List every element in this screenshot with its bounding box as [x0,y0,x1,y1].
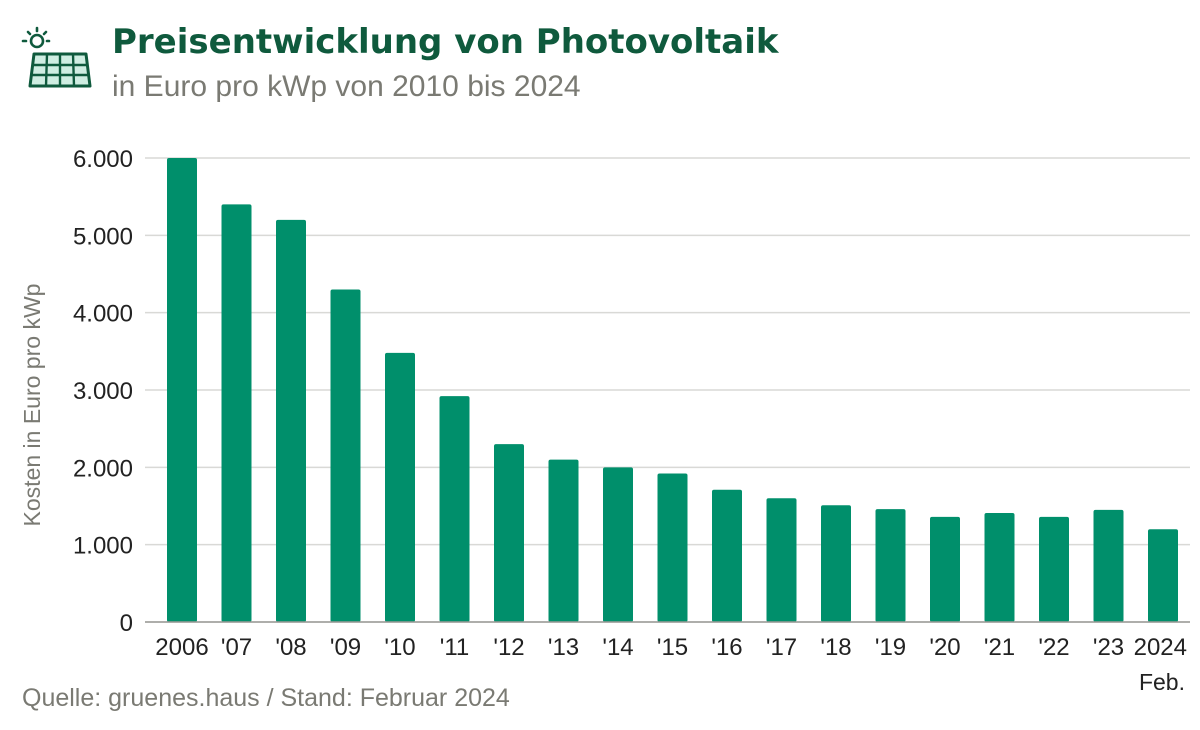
y-axis-label: Kosten in Euro pro kWp [19,284,45,527]
x-tick-label: '17 [766,634,797,661]
bar [276,219,306,622]
source-note: Quelle: gruenes.haus / Stand: Februar 20… [22,684,510,712]
x-tick-label: '14 [602,634,633,661]
bar [875,509,906,622]
bar [766,498,797,622]
x-tick-label: '11 [440,634,470,661]
bar [385,352,415,622]
bar [712,489,742,622]
bar [439,396,470,622]
chart-title: Preisentwicklung von Photovoltaik [112,22,779,62]
x-tick-label: '16 [711,634,742,661]
x-tick-label: '07 [221,634,252,661]
bar [657,473,688,622]
x-tick-label: '18 [820,634,851,661]
bar [330,289,361,622]
bar [221,204,252,622]
y-tick-label: 1.000 [73,533,133,560]
x-tick-label: '10 [384,634,415,661]
bar [494,444,524,622]
y-tick-label: 5.000 [73,223,133,250]
bar [1039,516,1069,622]
x-tick-note: Feb. [1139,669,1185,695]
x-tick-label: 2024 [1134,634,1187,661]
y-tick-label: 2.000 [73,455,133,482]
x-tick-label: '21 [984,634,1015,661]
x-tick-label: '19 [875,634,906,661]
bar [167,158,197,622]
y-tick-label: 4.000 [73,301,133,328]
bar [930,516,960,622]
x-tick-label: '09 [330,634,361,661]
solar-panel-icon [21,26,92,88]
x-tick-label: '08 [275,634,306,661]
y-tick-label: 3.000 [73,378,133,405]
bar [821,505,851,622]
bar [603,467,633,622]
x-tick-label: 2006 [155,634,208,661]
x-tick-label: '13 [548,634,579,661]
x-tick-label: '22 [1038,634,1069,661]
chart-header: Preisentwicklung von Photovoltaik in Eur… [20,18,1180,108]
x-tick-label: '23 [1093,634,1124,661]
bar [548,459,579,622]
x-tick-label: '15 [657,634,688,661]
bar [984,512,1015,622]
y-tick-label: 0 [120,610,133,637]
x-tick-label: '12 [493,634,524,661]
bar [1148,529,1178,622]
y-tick-label: 6.000 [73,146,133,173]
x-tick-label: '20 [929,634,960,661]
chart-subtitle: in Euro pro kWp von 2010 bis 2024 [112,70,581,103]
bar [1093,509,1124,622]
